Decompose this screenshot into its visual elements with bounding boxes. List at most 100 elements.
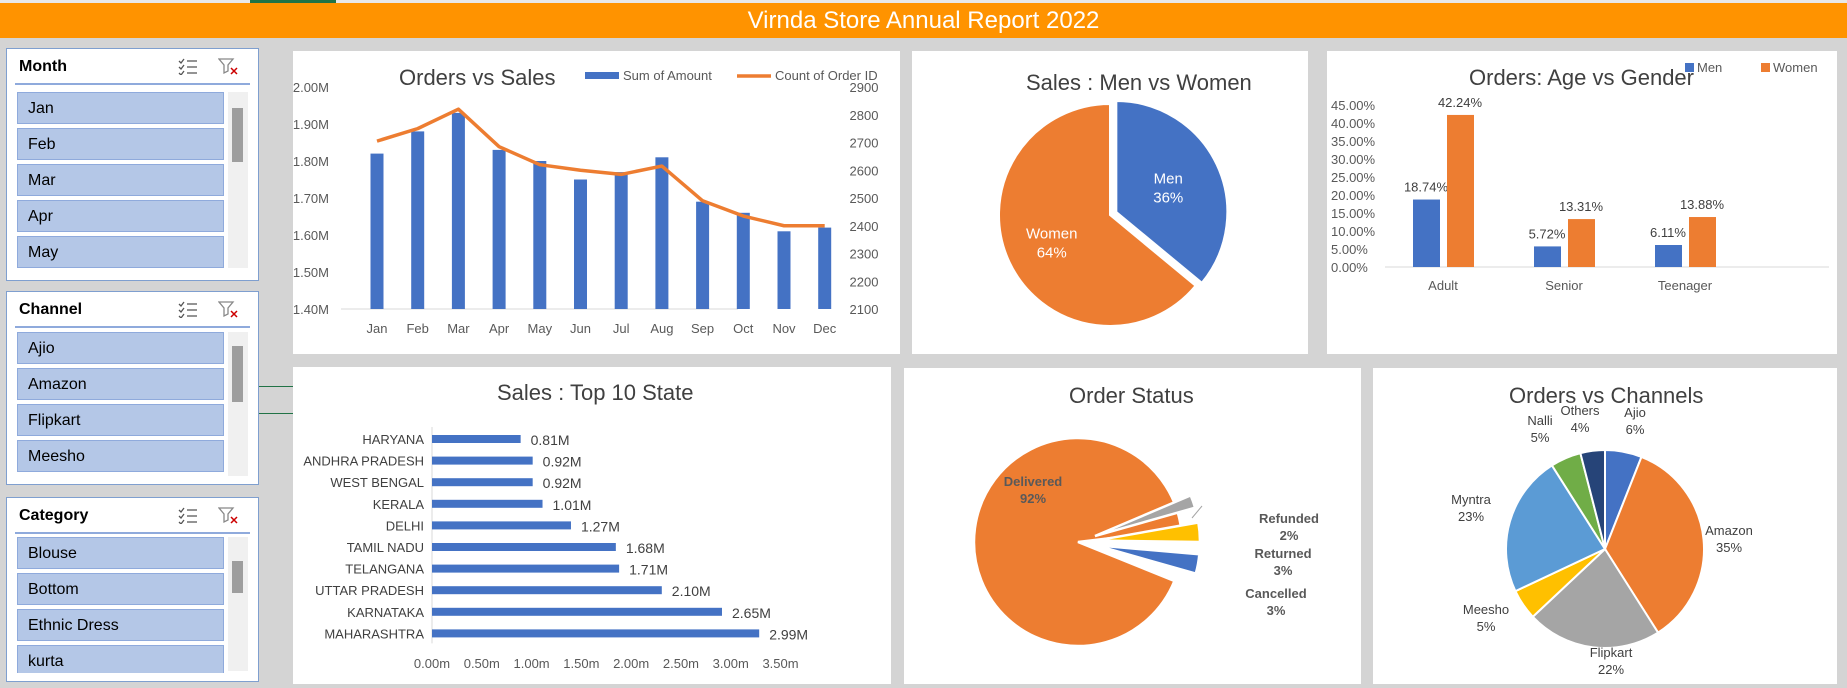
bar-sum-of-amount [777, 231, 791, 309]
slicer-scrollbar[interactable] [228, 332, 248, 476]
slicer-item[interactable]: Blouse [17, 537, 224, 569]
chart-men-vs-women[interactable]: Sales : Men vs Women Men 36% Women 64% [912, 51, 1308, 354]
data-label: 13.31% [1559, 199, 1604, 214]
bar-state-sales [432, 607, 722, 616]
slicer-item[interactable]: May [17, 236, 224, 268]
data-label: 0.92M [543, 454, 582, 470]
chart-top10-states[interactable]: Sales : Top 10 State HARYANA 0.81M ANDHRA … [293, 367, 891, 684]
clear-filter-icon[interactable] [218, 57, 238, 75]
connector-line [259, 413, 293, 414]
bar-state-sales [432, 629, 760, 638]
legend-swatch-women [1761, 63, 1770, 72]
legend-swatch-sum-of-amount [585, 72, 619, 79]
chart-orders-vs-sales[interactable]: Orders vs Sales 1.40M 1.50M 1.60M 1.70M 1.80… [293, 51, 900, 354]
bar-sum-of-amount [818, 227, 832, 309]
state-label: KARNATAKA [347, 605, 424, 620]
state-label: ANDHRA PRADESH [303, 454, 424, 469]
channels-pie: Ajio 6% Amazon 35% Flipkart 22% Meesho 5% Myntra… [1451, 403, 1753, 677]
y-tick-label: 2.00M [293, 80, 329, 95]
bar-state-sales [432, 456, 533, 465]
slicer-item[interactable]: Jan [17, 92, 224, 124]
slicer-item[interactable]: Flipkart [17, 404, 224, 436]
men-women-pie: Men 36% Women 64% [998, 100, 1229, 327]
bar-sum-of-amount [370, 153, 384, 309]
chart-age-vs-gender[interactable]: Orders: Age vs Gender 0.00% 5.00% 10.00% 15… [1327, 51, 1837, 354]
multi-select-icon[interactable] [178, 506, 198, 524]
data-label: 0.81M [531, 432, 570, 448]
x-tick-label: Oct [733, 321, 754, 336]
x-tick-label: Apr [489, 321, 510, 336]
data-label: 1.68M [626, 540, 665, 556]
bar-sum-of-amount [655, 157, 669, 309]
bar-men [1655, 245, 1682, 267]
pie-label-name: Delivered [1004, 474, 1063, 489]
connector-line [259, 386, 293, 387]
pie-label-value: 3% [1267, 603, 1286, 618]
pie-label-value: 5% [1477, 619, 1496, 634]
pie-label-name: Nalli [1527, 413, 1552, 428]
bar-women [1568, 219, 1595, 267]
pie-label-name: Cancelled [1245, 586, 1306, 601]
pie-slice-flipkart [1531, 547, 1660, 649]
y-tick-label: 1.50M [293, 265, 329, 280]
bar-men [1534, 246, 1561, 267]
state-label: KERALA [373, 497, 425, 512]
pie-label-name: Myntra [1451, 492, 1492, 507]
bar-state-sales [432, 543, 616, 551]
y2-tick-label: 2800 [850, 108, 879, 123]
bar-sum-of-amount [696, 201, 710, 309]
bar-sum-of-amount [451, 112, 465, 310]
y2-tick-label: 2400 [850, 219, 879, 234]
x-tick-label: Mar [447, 321, 470, 336]
slicer-item[interactable]: Bottom [17, 573, 224, 605]
pie-label-value: 6% [1626, 422, 1645, 437]
slicer-category: Category Blouse Bottom Ethnic Dress kurt… [6, 497, 259, 682]
slicer-item[interactable]: Feb [17, 128, 224, 160]
pie-label-name: Returned [1254, 546, 1311, 561]
y-tick-label: 1.80M [293, 154, 329, 169]
state-label: DELHI [386, 518, 424, 533]
chart-title: Orders vs Channels [1509, 383, 1704, 408]
multi-select-icon[interactable] [178, 57, 198, 75]
slicer-month: Month Jan Feb Mar Apr May [6, 48, 259, 281]
order-status-pie: Delivered 92% Refunded 2% Returned 3% Cancelle… [972, 436, 1319, 648]
slicer-item[interactable]: Ajio [17, 332, 224, 364]
bar-sum-of-amount [614, 172, 628, 309]
x-tick-label: Jan [367, 321, 388, 336]
bar-sum-of-amount [492, 149, 506, 309]
bar-sum-of-amount [411, 131, 425, 309]
pie-slice-men [1115, 100, 1229, 285]
chart-orders-vs-channels[interactable]: Orders vs Channels Ajio 6% Amazon 35% Flipka… [1373, 368, 1837, 684]
chart-title: Orders vs Sales [399, 65, 556, 90]
state-label: UTTAR PRADESH [315, 583, 424, 598]
legend-men: Men [1697, 60, 1722, 75]
clear-filter-icon[interactable] [218, 300, 238, 318]
slicer-item[interactable]: Amazon [17, 368, 224, 400]
y2-tick-label: 2300 [850, 247, 879, 262]
state-label: WEST BENGAL [330, 475, 424, 490]
pie-label-value: 35% [1716, 540, 1742, 555]
multi-select-icon[interactable] [178, 300, 198, 318]
x-tick-label: Aug [650, 321, 673, 336]
chart-title: Sales : Top 10 State [497, 380, 694, 405]
bar-state-sales [432, 521, 571, 530]
slicer-scrollbar[interactable] [228, 537, 248, 671]
data-label: 5.72% [1529, 226, 1566, 241]
slicer-channel: Channel Ajio Amazon Flipkart Meesho [6, 291, 259, 485]
pie-label-name: Amazon [1705, 523, 1753, 538]
bar-state-sales [432, 435, 521, 443]
chart-order-status[interactable]: Order Status Delivered 92% Refunded 2% Retur… [904, 368, 1361, 684]
clear-filter-icon[interactable] [218, 506, 238, 524]
age-gender-plot: 0.00% 5.00% 10.00% 15.00% 20.00% 25.00% 30.00%… [1331, 60, 1829, 293]
y2-tick-label: 2200 [850, 274, 879, 289]
x-tick-label: Jul [613, 321, 630, 336]
slicer-item[interactable]: kurta [17, 645, 224, 673]
pie-label-value: 92% [1020, 491, 1046, 506]
data-label: 42.24% [1438, 95, 1483, 110]
slicer-item[interactable]: Mar [17, 164, 224, 196]
x-tick-label: 2.00m [613, 656, 649, 671]
slicer-scrollbar[interactable] [228, 92, 248, 268]
slicer-item[interactable]: Apr [17, 200, 224, 232]
slicer-item[interactable]: Ethnic Dress [17, 609, 224, 641]
slicer-item[interactable]: Meesho [17, 440, 224, 472]
